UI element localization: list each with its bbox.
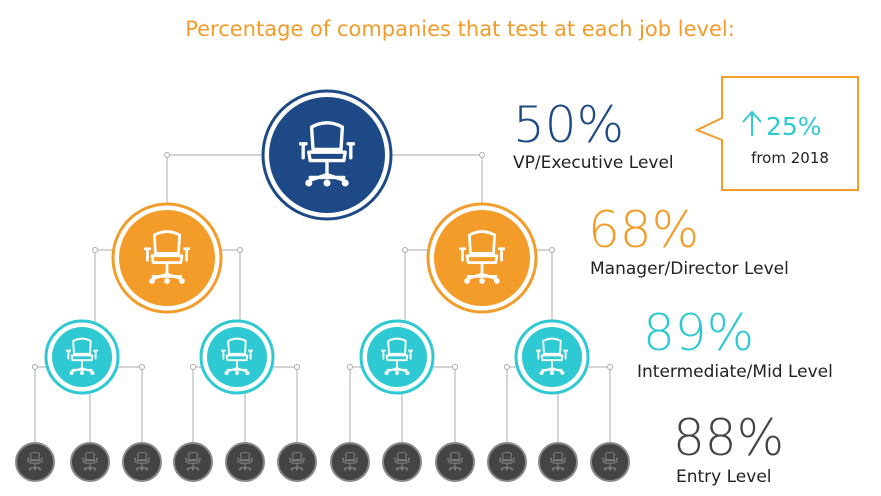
- entry-node: [173, 442, 213, 482]
- entry-node: [590, 442, 630, 482]
- entry-node: [15, 442, 55, 482]
- connector-dot: [92, 247, 98, 253]
- connector-dot: [190, 364, 196, 370]
- connector-dot: [32, 364, 38, 370]
- entry-node: [487, 442, 527, 482]
- callout-change: 25%: [766, 112, 822, 141]
- connector-dot: [139, 364, 145, 370]
- node: [434, 210, 530, 306]
- org-tree: [15, 89, 630, 482]
- entry-node: [382, 442, 422, 482]
- level-label: Manager/Director Level: [590, 259, 789, 279]
- level-label: Intermediate/Mid Level: [637, 362, 833, 382]
- node: [207, 327, 267, 387]
- entry-node: [122, 442, 162, 482]
- connector-dot: [607, 364, 613, 370]
- connector-dot: [294, 364, 300, 370]
- connector-dot: [402, 247, 408, 253]
- entry-node: [70, 442, 110, 482]
- callout-note: from 2018: [751, 149, 829, 167]
- level-label: Entry Level: [676, 467, 772, 487]
- level-percent: 50%: [513, 96, 624, 154]
- connector-dot: [549, 247, 555, 253]
- up-arrow: [742, 110, 762, 136]
- node: [367, 327, 427, 387]
- connector-dot: [504, 364, 510, 370]
- connector-dot: [479, 152, 485, 158]
- callout-box: [694, 76, 859, 191]
- entry-node: [330, 442, 370, 482]
- node: [119, 210, 215, 306]
- level-percent: 88%: [673, 409, 784, 467]
- node: [269, 97, 385, 213]
- title: Percentage of companies that test at eac…: [185, 17, 735, 41]
- entry-node: [435, 442, 475, 482]
- connector-dot: [164, 152, 170, 158]
- level-label: VP/Executive Level: [513, 153, 674, 173]
- connector-dot: [347, 364, 353, 370]
- node: [52, 327, 112, 387]
- level-percent: 89%: [643, 304, 754, 362]
- node: [522, 327, 582, 387]
- connector-dot: [237, 247, 243, 253]
- entry-node: [277, 442, 317, 482]
- level-percent: 68%: [588, 201, 699, 259]
- connector-dot: [452, 364, 458, 370]
- entry-node: [538, 442, 578, 482]
- entry-node: [225, 442, 265, 482]
